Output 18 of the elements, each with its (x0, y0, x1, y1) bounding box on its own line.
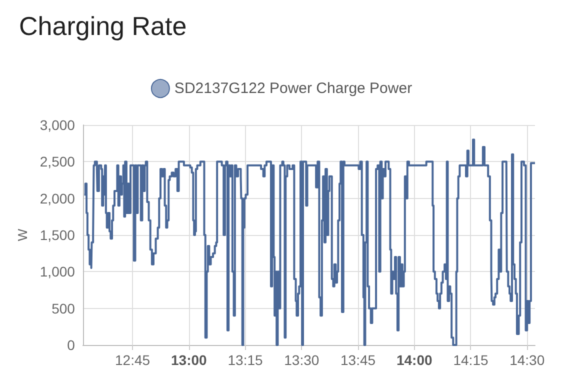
x-tick-label: 13:30 (284, 352, 320, 368)
x-tick-label: 13:45 (340, 352, 376, 368)
y-tick-label: 2,500 (40, 154, 76, 170)
y-tick-label: 3,000 (40, 117, 76, 133)
chart-title: Charging Rate (19, 11, 187, 41)
x-tick-label: 13:00 (171, 352, 208, 368)
y-tick-label: 2,000 (40, 190, 76, 206)
y-tick-label: 0 (67, 337, 76, 353)
y-tick-label: 1,500 (40, 227, 76, 243)
legend-label: SD2137G122 Power Charge Power (174, 80, 412, 97)
x-tick-label: 12:45 (115, 352, 150, 368)
y-tick-label: 500 (52, 300, 76, 316)
y-axis-title: W (15, 228, 30, 242)
x-tick-label: 14:00 (396, 352, 432, 368)
x-tick-label: 14:15 (453, 352, 488, 368)
x-tick-label: 13:15 (228, 352, 263, 368)
y-tick-label: 1,000 (40, 264, 76, 280)
x-tick-label: 14:30 (510, 352, 545, 368)
